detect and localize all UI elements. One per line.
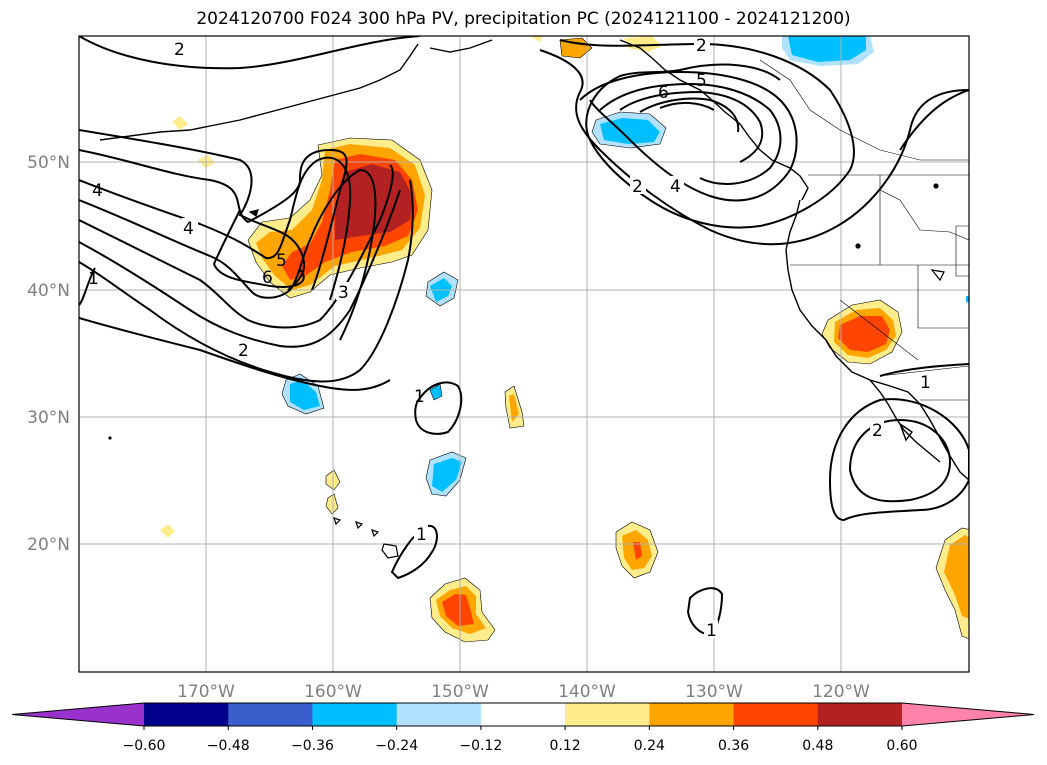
map-plot-area: 2 4 5 6 3 2 1 2 2 4 5 6 1 2 1 1 1 [79, 36, 969, 672]
colorbar-segment [565, 703, 650, 726]
contour-label: 5 [276, 251, 287, 271]
colorbar-tick-label: 0.48 [802, 738, 833, 754]
contour-label: 1 [416, 525, 427, 545]
contour-label: 2 [872, 421, 883, 441]
contour-label: 1 [88, 269, 99, 289]
contour-label: 4 [670, 177, 681, 197]
pv-contours [79, 36, 969, 636]
map-title: 2024120700 F024 300 hPa PV, precipitatio… [196, 9, 851, 29]
lat-label: 20°N [27, 535, 70, 555]
lon-label: 170°W [177, 682, 235, 702]
contour-label: 2 [696, 36, 707, 56]
contour-label: 5 [696, 71, 707, 91]
colorbar-segment [649, 703, 735, 726]
colorbar-tick-label: 0.24 [634, 738, 665, 754]
lat-label: 40°N [27, 281, 70, 301]
colorbar-tick-label: 0.12 [550, 738, 581, 754]
colorbar-segment [817, 703, 903, 726]
colorbar-segment [312, 703, 398, 726]
lon-label: 130°W [685, 682, 743, 702]
colorbar-tick-label: −0.36 [291, 738, 334, 754]
contour-label: 6 [658, 83, 669, 103]
colorbar-segment [228, 703, 313, 726]
contour-label: 4 [183, 219, 194, 239]
contour-label: 2 [174, 40, 185, 60]
contour-labels: 2 4 5 6 3 2 1 2 2 4 5 6 1 2 1 1 1 [88, 36, 932, 641]
contour-label: 1 [414, 387, 425, 407]
islands [108, 183, 945, 559]
lon-label: 150°W [431, 682, 489, 702]
contour-label: 2 [632, 177, 643, 197]
lat-label: 30°N [27, 408, 70, 428]
contour-label: 1 [920, 373, 931, 393]
contour-label: 3 [338, 283, 349, 303]
precip-positive-areas [160, 36, 969, 643]
colorbar-tick-label: −0.60 [123, 738, 166, 754]
map-gridlines [79, 36, 969, 672]
latitude-labels: 50°N 40°N 30°N 20°N [27, 153, 70, 555]
colorbar-tick-label: −0.12 [459, 738, 502, 754]
map-frame [78, 35, 970, 673]
lon-label: 160°W [304, 682, 362, 702]
lat-label: 50°N [27, 153, 70, 173]
contour-label: 4 [92, 181, 103, 201]
colorbar-segment [480, 703, 566, 726]
colorbar-tick-label: −0.24 [375, 738, 418, 754]
contour-label: 6 [262, 268, 273, 288]
lon-label: 120°W [812, 682, 870, 702]
contour-label: 2 [238, 341, 249, 361]
lon-label: 140°W [558, 682, 616, 702]
contour-label: 1 [706, 621, 717, 641]
colorbar-extend-high [902, 703, 1034, 726]
longitude-labels: 170°W 160°W 150°W 140°W 130°W 120°W [177, 682, 870, 702]
colorbar-tick-label: −0.48 [207, 738, 250, 754]
colorbar-tick-label: 0.60 [886, 738, 917, 754]
colorbar-extend-low [12, 703, 144, 726]
colorbar-segment [733, 703, 819, 726]
colorbar-segment [396, 703, 482, 726]
colorbar-tick-label: 0.36 [718, 738, 749, 754]
colorbar: −0.60 −0.48 −0.36 −0.24 −0.12 0.12 0.24 0.36 0.4… [11, 702, 1035, 754]
colorbar-segment [144, 703, 229, 726]
